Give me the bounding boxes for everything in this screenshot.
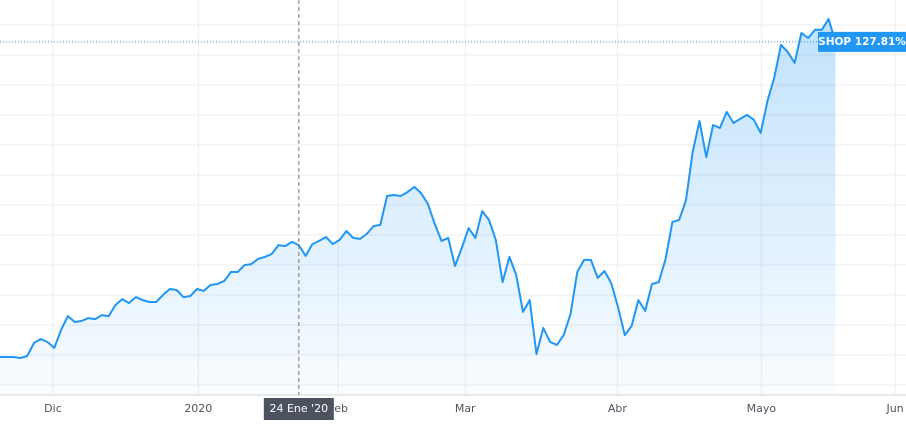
- area-fill: [0, 19, 836, 395]
- x-tick-label: Mar: [455, 402, 476, 415]
- line: [0, 18, 837, 359]
- crosshair-label: 24 Ene '20: [269, 402, 328, 415]
- price-label-bg: [818, 31, 906, 52]
- x-tick-label: 2020: [184, 402, 212, 415]
- crosshair-label-bg: [263, 398, 334, 420]
- x-tick-label: Mayo: [747, 402, 777, 415]
- x-tick-label: Dic: [44, 402, 62, 415]
- price-label: SHOP 127.81%: [818, 36, 906, 48]
- x-tick-label: Jun: [886, 402, 904, 415]
- x-tick-label: Abr: [608, 402, 628, 415]
